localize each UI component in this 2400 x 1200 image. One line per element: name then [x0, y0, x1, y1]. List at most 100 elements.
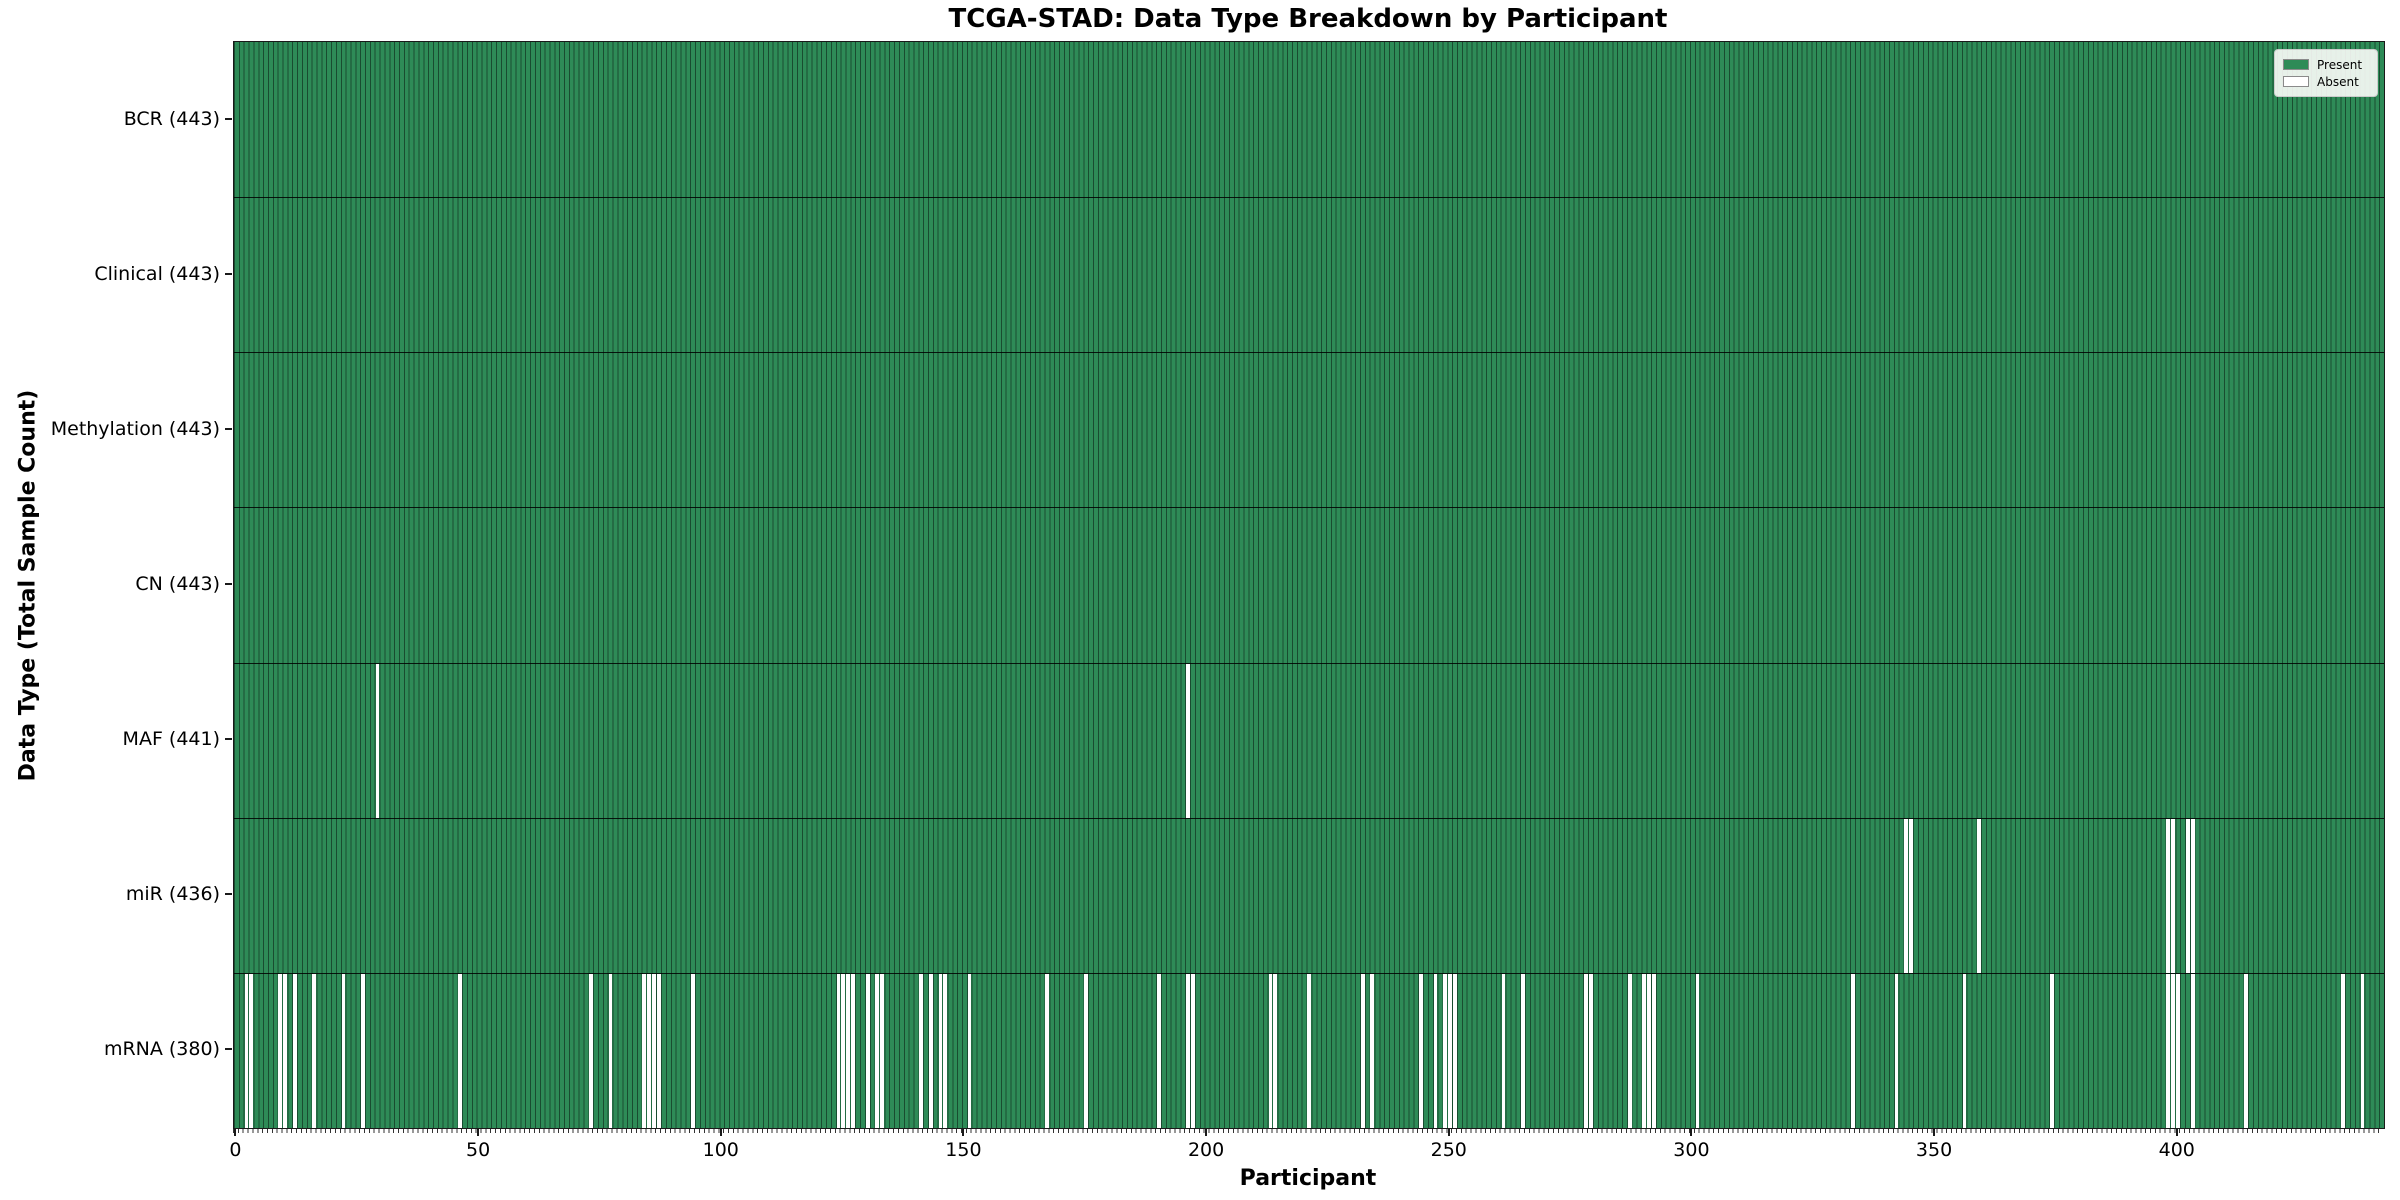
xtick-label-350: 350	[1915, 1139, 1953, 1161]
absent-cell-mRNA-403	[2190, 973, 2195, 1128]
absent-cell-mRNA-374	[2049, 973, 2054, 1128]
legend-item-absent: Absent	[2283, 73, 2369, 90]
absent-cell-mRNA-291	[1647, 973, 1651, 1128]
row-Methylation	[234, 352, 2384, 508]
xtick-mark-400	[2175, 1129, 2178, 1136]
absent-cell-miR-344	[1904, 818, 1909, 973]
absent-cell-mRNA-167	[1045, 973, 1050, 1128]
absent-cell-mRNA-190	[1156, 973, 1161, 1128]
absent-cell-mRNA-221	[1307, 973, 1312, 1128]
absent-cell-mRNA-16	[312, 973, 317, 1128]
absent-cell-miR-403	[2190, 818, 2195, 973]
absent-cell-mRNA-3	[249, 973, 254, 1128]
absent-cell-mRNA-399	[2171, 973, 2176, 1128]
absent-cell-mRNA-249	[1443, 973, 1448, 1128]
absent-cell-mRNA-145	[938, 973, 943, 1128]
chart-title: TCGA-STAD: Data Type Breakdown by Partic…	[948, 4, 1668, 34]
row-Clinical	[234, 197, 2384, 353]
ytick-mark-CN	[225, 583, 232, 585]
absent-cell-mRNA-141	[919, 973, 923, 1128]
xtick-label-0: 0	[229, 1139, 242, 1161]
absent-cell-mRNA-12	[293, 973, 297, 1128]
absent-cell-mRNA-250	[1448, 973, 1452, 1128]
absent-cell-mRNA-130	[865, 973, 870, 1128]
absent-cell-mRNA-214	[1273, 973, 1278, 1128]
absent-cell-mRNA-333	[1850, 973, 1855, 1128]
absent-cell-mRNA-251	[1452, 973, 1457, 1128]
absent-cell-mRNA-247	[1433, 973, 1438, 1128]
absent-cell-mRNA-10	[283, 973, 288, 1128]
present-swatch	[2283, 59, 2309, 70]
row-BCR	[234, 42, 2384, 198]
absent-cell-mRNA-151	[967, 973, 972, 1128]
absent-cell-mRNA-124	[836, 973, 841, 1128]
xtick-mark-250	[1447, 1129, 1450, 1136]
xtick-label-200: 200	[1187, 1139, 1225, 1161]
absent-cell-mRNA-77	[608, 973, 613, 1128]
x-axis-minor-ticks	[233, 1128, 2383, 1133]
legend-label-present: Present	[2317, 57, 2363, 72]
absent-cell-miR-399	[2171, 818, 2176, 973]
absent-cell-mRNA-197	[1190, 973, 1195, 1128]
absent-cell-mRNA-356	[1962, 973, 1967, 1128]
ytick-label-Methylation: Methylation (443)	[50, 417, 220, 440]
absent-cell-mRNA-398	[2166, 973, 2171, 1128]
x-axis-label: Participant	[1239, 1166, 1377, 1191]
row-miR	[234, 817, 2384, 973]
absent-cell-mRNA-414	[2244, 973, 2248, 1128]
xtick-label-100: 100	[702, 1139, 739, 1161]
absent-cell-MAF-196	[1186, 663, 1190, 818]
absent-cell-mRNA-234	[1370, 973, 1375, 1128]
absent-cell-mRNA-196	[1186, 973, 1190, 1128]
legend: Present Absent	[2274, 49, 2378, 97]
ytick-mark-MAF	[225, 738, 232, 741]
ytick-label-Clinical: Clinical (443)	[94, 262, 220, 285]
absent-cell-mRNA-290	[1642, 973, 1647, 1128]
absent-cell-mRNA-87	[657, 973, 661, 1128]
absent-cell-MAF-29	[375, 663, 380, 818]
plot-area: Present Absent	[233, 41, 2385, 1129]
xtick-mark-350	[1933, 1129, 1936, 1136]
absent-cell-mRNA-86	[652, 973, 657, 1128]
row-mRNA	[234, 972, 2384, 1128]
xtick-mark-300	[1690, 1129, 1693, 1136]
absent-cell-miR-345	[1909, 818, 1914, 973]
absent-swatch	[2283, 76, 2309, 87]
xtick-label-300: 300	[1673, 1139, 1710, 1161]
absent-cell-mRNA-434	[2341, 973, 2345, 1128]
ytick-label-miR: miR (436)	[125, 883, 220, 906]
ytick-label-MAF: MAF (441)	[122, 728, 220, 751]
absent-cell-mRNA-73	[589, 973, 593, 1128]
xtick-mark-200	[1205, 1129, 1208, 1136]
absent-cell-mRNA-85	[647, 973, 652, 1128]
xtick-mark-150	[962, 1129, 965, 1136]
absent-cell-mRNA-84	[642, 973, 647, 1128]
absent-cell-mRNA-22	[341, 973, 346, 1128]
ytick-mark-mRNA	[225, 1048, 232, 1051]
absent-cell-mRNA-301	[1695, 973, 1700, 1128]
xtick-label-50: 50	[465, 1139, 491, 1161]
absent-cell-mRNA-261	[1501, 973, 1506, 1128]
absent-cell-mRNA-265	[1520, 973, 1525, 1128]
ytick-mark-Methylation	[225, 427, 232, 430]
ytick-label-BCR: BCR (443)	[123, 107, 220, 130]
ytick-label-CN: CN (443)	[135, 573, 220, 595]
ytick-mark-BCR	[225, 117, 232, 120]
absent-cell-mRNA-143	[928, 973, 933, 1128]
absent-cell-mRNA-26	[360, 973, 365, 1128]
absent-cell-mRNA-292	[1651, 973, 1656, 1128]
absent-cell-mRNA-213	[1268, 973, 1273, 1128]
absent-cell-mRNA-46	[458, 973, 462, 1128]
absent-cell-mRNA-146	[943, 973, 948, 1128]
xtick-mark-50	[477, 1129, 480, 1136]
absent-cell-mRNA-287	[1627, 973, 1632, 1128]
absent-cell-mRNA-244	[1418, 973, 1423, 1128]
xtick-label-250: 250	[1430, 1139, 1467, 1161]
absent-cell-mRNA-400	[2176, 973, 2180, 1128]
absent-cell-mRNA-126	[846, 973, 851, 1128]
absent-cell-mRNA-9	[278, 973, 283, 1128]
absent-cell-mRNA-279	[1588, 973, 1593, 1128]
ytick-mark-Clinical	[225, 272, 232, 275]
absent-cell-mRNA-127	[851, 973, 855, 1128]
